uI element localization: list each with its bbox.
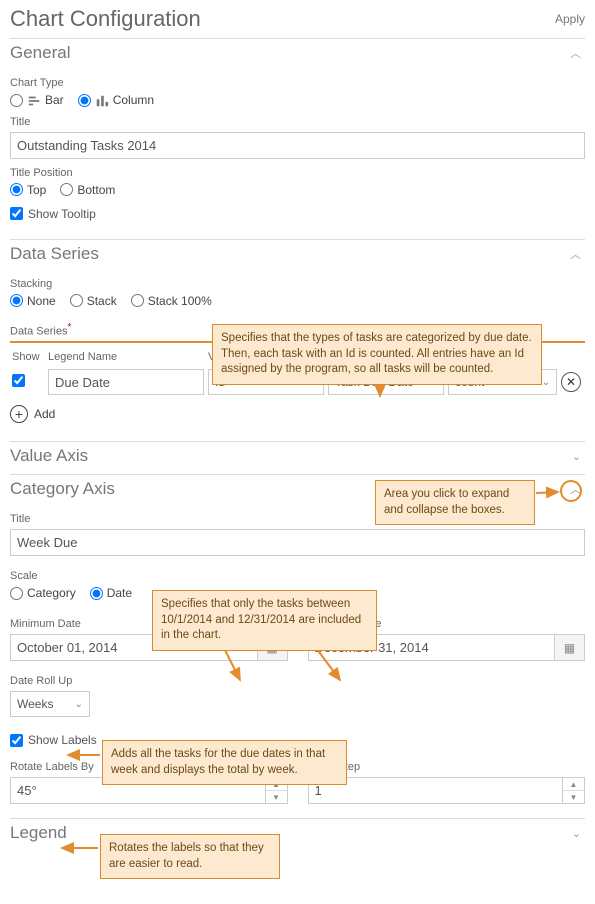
radio-stack-100[interactable]: Stack 100% (131, 294, 212, 308)
chevron-up-icon[interactable]: ▲ (563, 778, 584, 791)
table-rule (10, 341, 585, 343)
title-position-label: Title Position (10, 167, 585, 179)
scale-label: Scale (10, 570, 585, 582)
col-aggregate: Aggregate (446, 347, 559, 367)
ca-title-label: Title (10, 513, 585, 525)
section-data-series-title: Data Series (10, 244, 99, 264)
radio-stack[interactable]: Stack (70, 294, 117, 308)
show-tooltip-label: Show Tooltip (28, 207, 96, 221)
section-legend-title: Legend (10, 823, 67, 843)
aggregate-select[interactable]: count⌄ (448, 369, 557, 395)
max-date-input[interactable] (308, 634, 556, 661)
section-category-axis-header[interactable]: Category Axis ︿ (10, 475, 585, 501)
col-category: Category Field (326, 347, 446, 367)
radio-bar-label: Bar (45, 93, 64, 107)
data-series-table: Show Legend Name Value Field Category Fi… (10, 347, 585, 397)
legend-name-input[interactable] (48, 369, 204, 395)
value-field-select[interactable]: Id⌄ (208, 369, 324, 395)
calendar-icon[interactable]: ▦ (258, 634, 288, 661)
chevron-down-icon[interactable]: ▼ (266, 791, 287, 803)
apply-link[interactable]: Apply (555, 12, 585, 26)
chevron-down-icon: ⌄ (75, 699, 83, 710)
expand-icon: ⌄ (572, 827, 585, 840)
title-field-label: Title (10, 116, 585, 128)
radio-column[interactable]: Column (78, 93, 154, 108)
min-date-label: Minimum Date (10, 618, 288, 630)
rotate-spinner[interactable]: ▲▼ (266, 777, 288, 804)
chevron-down-icon: ⌄ (309, 377, 317, 388)
title-input[interactable] (10, 132, 585, 159)
radio-scale-date[interactable]: Date (90, 586, 132, 600)
show-labels-label: Show Labels (28, 733, 97, 747)
table-row: Id⌄ Task Due Date⌄ count⌄ ✕ (10, 367, 585, 397)
radio-stack-none[interactable]: None (10, 294, 56, 308)
section-legend: Legend ⌄ (10, 818, 585, 845)
section-general-header[interactable]: General ︿ (10, 39, 585, 65)
chart-type-label: Chart Type (10, 77, 585, 89)
section-data-series-header[interactable]: Data Series ︿ (10, 240, 585, 266)
collapse-icon: ︿ (570, 481, 585, 497)
rotate-input[interactable] (10, 777, 266, 804)
bar-icon (27, 93, 41, 108)
chevron-down-icon: ⌄ (542, 377, 550, 388)
section-value-axis: Value Axis ⌄ (10, 441, 585, 468)
col-show: Show (10, 347, 46, 367)
expand-icon: ⌄ (572, 450, 585, 463)
min-date-input[interactable] (10, 634, 258, 661)
section-category-axis-title: Category Axis (10, 479, 115, 499)
show-labels-checkbox[interactable]: Show Labels (10, 733, 585, 747)
chevron-down-icon[interactable]: ▼ (563, 791, 584, 803)
step-spinner[interactable]: ▲▼ (563, 777, 585, 804)
show-tooltip-checkbox[interactable]: Show Tooltip (10, 207, 585, 221)
calendar-icon[interactable]: ▦ (555, 634, 585, 661)
radio-top[interactable]: Top (10, 183, 46, 197)
chevron-down-icon: ⌄ (429, 377, 437, 388)
section-value-axis-header[interactable]: Value Axis ⌄ (10, 442, 585, 468)
collapse-icon: ︿ (570, 45, 585, 61)
chevron-up-icon[interactable]: ▲ (266, 778, 287, 791)
section-legend-header[interactable]: Legend ⌄ (10, 819, 585, 845)
rollup-label: Date Roll Up (10, 675, 585, 687)
label-step-label: Label Step (308, 761, 586, 773)
row-show-checkbox[interactable] (12, 374, 25, 387)
radio-column-label: Column (113, 93, 154, 107)
rotate-label: Rotate Labels By (10, 761, 288, 773)
radio-scale-category[interactable]: Category (10, 586, 76, 600)
add-label: Add (34, 407, 55, 421)
col-value: Value Field (206, 347, 326, 367)
stacking-label: Stacking (10, 278, 585, 290)
section-value-axis-title: Value Axis (10, 446, 88, 466)
label-step-input[interactable] (308, 777, 564, 804)
section-data-series: Data Series ︿ Stacking None Stack Stack … (10, 239, 585, 436)
data-series-table-label: Data Series* (10, 322, 585, 338)
page-title: Chart Configuration (10, 6, 201, 32)
radio-bar[interactable]: Bar (10, 93, 64, 108)
delete-row-button[interactable]: ✕ (561, 372, 581, 392)
max-date-label: Maximum Date (308, 618, 586, 630)
rollup-select[interactable]: Weeks⌄ (10, 691, 90, 717)
radio-bottom[interactable]: Bottom (60, 183, 115, 197)
section-general: General ︿ Chart Type Bar Column (10, 38, 585, 233)
section-general-title: General (10, 43, 70, 63)
col-legend: Legend Name (46, 347, 206, 367)
section-category-axis: Category Axis ︿ Title Scale Category Dat… (10, 474, 585, 812)
plus-icon: + (10, 405, 28, 423)
add-series-button[interactable]: + Add (10, 405, 585, 423)
category-field-select[interactable]: Task Due Date⌄ (328, 369, 444, 395)
ca-title-input[interactable] (10, 529, 585, 556)
collapse-icon: ︿ (570, 246, 585, 262)
column-icon (95, 93, 109, 108)
